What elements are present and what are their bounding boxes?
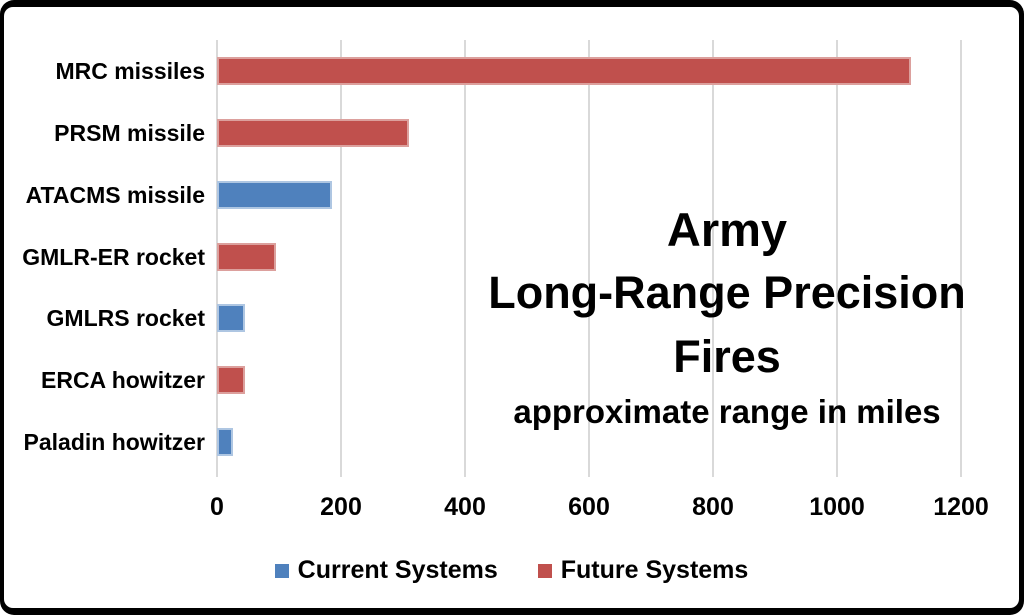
category-label: ERCA howitzer: [41, 367, 205, 394]
bar: [217, 242, 276, 271]
gridline: [588, 40, 590, 477]
category-label: PRSM missile: [54, 119, 205, 146]
x-tick-label: 200: [320, 493, 362, 521]
bar: [217, 118, 410, 147]
x-tick-label: 1000: [809, 493, 865, 521]
chart-title-line1: Army: [666, 203, 788, 256]
legend-item-future-systems: Future Systems: [537, 556, 749, 585]
x-tick-label: 600: [568, 493, 610, 521]
legend-label: Future Systems: [560, 556, 749, 584]
future-systems-swatch-icon: [537, 563, 552, 578]
bar: [217, 56, 912, 85]
chart-title-line2: Long-Range Precision Fires: [488, 267, 966, 382]
bar: [217, 304, 245, 333]
bar: [217, 428, 233, 457]
chart-canvas: MRC missiles PRSM missile ATACMS missile GM…: [4, 7, 1019, 608]
x-tick-label: 400: [444, 493, 486, 521]
gridline: [340, 40, 342, 477]
current-systems-swatch-icon: [274, 563, 289, 578]
gridline: [836, 40, 838, 477]
chart-title-line3: approximate range in miles: [513, 393, 941, 430]
x-tick-label: 1200: [933, 493, 989, 521]
legend: Current Systems Future Systems: [4, 556, 1019, 585]
gridline: [712, 40, 714, 477]
gridline: [464, 40, 466, 477]
legend-label: Current Systems: [297, 556, 498, 584]
gridline: [960, 40, 962, 477]
bar: [217, 366, 245, 395]
x-tick-label: 0: [210, 493, 224, 521]
plot-area: MRC missiles PRSM missile ATACMS missile GM…: [4, 7, 1019, 608]
x-tick-label: 800: [692, 493, 734, 521]
category-label: GMLR-ER rocket: [22, 243, 205, 270]
bar: [217, 180, 332, 209]
category-label: MRC missiles: [55, 57, 205, 84]
category-label: GMLRS rocket: [46, 305, 205, 332]
legend-item-current-systems: Current Systems: [274, 556, 498, 585]
category-label: ATACMS missile: [25, 181, 205, 208]
chart-title: Army Long-Range Precision Fires approxim…: [432, 199, 1022, 435]
category-label: Paladin howitzer: [23, 429, 205, 456]
